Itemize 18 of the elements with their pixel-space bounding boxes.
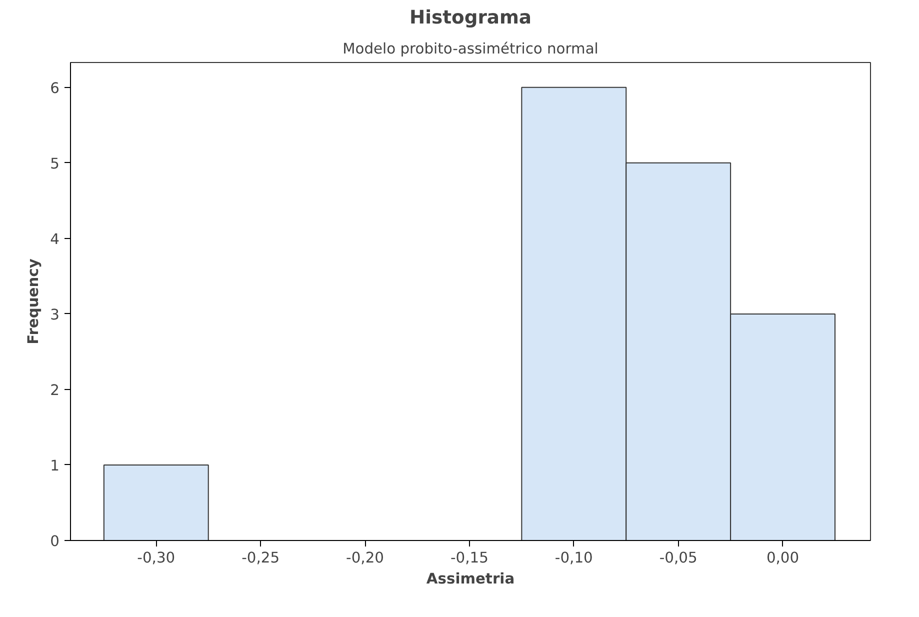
x-tick-label: -0,15: [450, 550, 488, 566]
y-tick-label: 6: [50, 80, 60, 97]
chart-title: Histograma: [409, 8, 532, 28]
y-tick-label: 1: [50, 457, 60, 474]
x-tick-label: -0,20: [346, 550, 384, 566]
y-tick-label: 2: [50, 382, 60, 399]
x-tick-label: -0,10: [554, 550, 593, 566]
x-tick-label: -0,05: [659, 550, 698, 566]
x-tick-label: -0,30: [137, 550, 176, 566]
chart-subtitle: Modelo probito-assimétrico normal: [342, 40, 598, 58]
y-tick-label: 0: [50, 533, 60, 550]
y-tick-label: 4: [50, 230, 60, 248]
y-tick-label: 3: [50, 306, 60, 324]
x-axis-title: Assimetria: [426, 570, 515, 588]
y-tick-label: 5: [50, 155, 60, 172]
x-tick-label: -0,25: [242, 550, 280, 566]
y-axis-title: Frequency: [25, 258, 42, 344]
x-tick-label: 0,00: [766, 550, 800, 566]
